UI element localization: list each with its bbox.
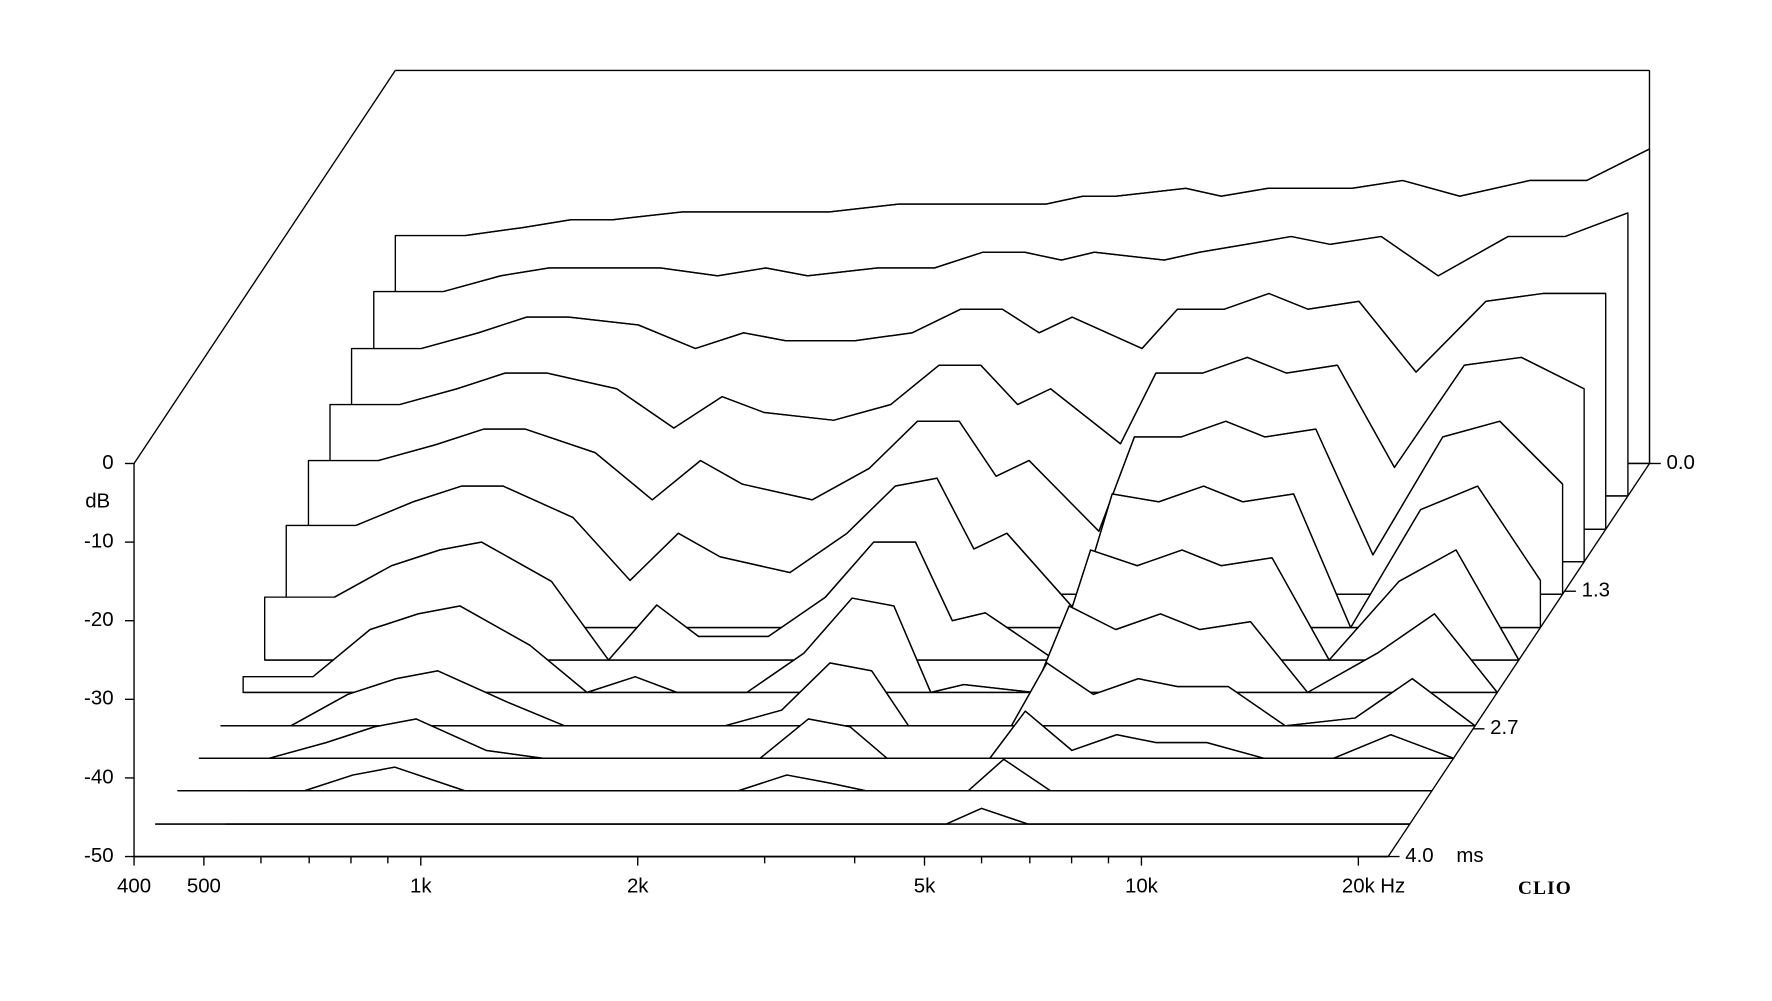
slice-curve xyxy=(312,597,1498,694)
x-tick-label: 10k xyxy=(1125,875,1159,898)
x-tick-label: 5k xyxy=(914,875,936,898)
slice-curve xyxy=(421,292,1606,373)
slice-curve xyxy=(355,477,1541,629)
slice-curve xyxy=(334,541,1520,661)
x-tick-label: 500 xyxy=(187,875,221,898)
y-axis-label: dB xyxy=(85,490,110,513)
x-axis-label: Hz xyxy=(1380,875,1405,898)
slice-curve xyxy=(465,148,1650,237)
y-tick-label: -30 xyxy=(84,687,114,710)
slice-curve xyxy=(443,212,1629,293)
x-tick-label: 1k xyxy=(410,875,432,898)
z-tick-label: 1.3 xyxy=(1582,579,1610,602)
z-axis-label: ms xyxy=(1456,844,1483,867)
y-tick-label: 0 xyxy=(102,451,113,474)
y-tick-label: -40 xyxy=(84,765,114,788)
y-tick-label: -50 xyxy=(84,844,114,867)
slice-curve xyxy=(269,710,1454,759)
z-tick-label: 2.7 xyxy=(1490,716,1518,739)
z-tick-label: 0.0 xyxy=(1667,451,1695,474)
x-tick-label: 20k xyxy=(1342,875,1376,898)
x-tick-label: 2k xyxy=(627,875,649,898)
y-tick-label: -10 xyxy=(84,530,114,553)
slice-curve xyxy=(378,420,1564,556)
slice-curve xyxy=(290,662,1476,727)
frame-left-diagonal xyxy=(133,70,396,464)
x-tick-label: 400 xyxy=(117,875,151,898)
slice-curve xyxy=(399,356,1585,469)
z-tick-label: 4.0 xyxy=(1405,844,1433,867)
brand-label: CLIO xyxy=(1518,878,1572,899)
y-tick-label: -20 xyxy=(84,608,114,631)
